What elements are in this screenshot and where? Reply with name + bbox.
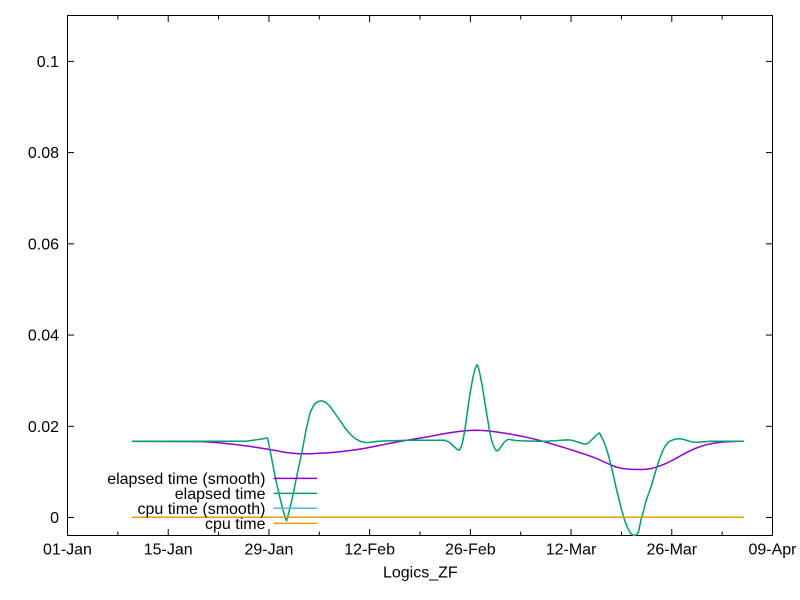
svg-text:0.04: 0.04	[28, 328, 59, 345]
svg-text:26-Mar: 26-Mar	[646, 542, 697, 559]
svg-text:elapsed time (smooth): elapsed time (smooth)	[107, 471, 265, 488]
svg-text:0.08: 0.08	[28, 145, 59, 162]
svg-text:26-Feb: 26-Feb	[445, 542, 496, 559]
svg-text:09-Apr: 09-Apr	[748, 542, 797, 559]
svg-text:29-Jan: 29-Jan	[244, 542, 293, 559]
svg-text:01-Jan: 01-Jan	[43, 542, 92, 559]
svg-text:0.02: 0.02	[28, 419, 59, 436]
svg-text:cpu time: cpu time	[205, 516, 266, 533]
svg-text:0: 0	[50, 510, 59, 527]
svg-text:cpu time (smooth): cpu time (smooth)	[137, 501, 265, 518]
svg-text:12-Feb: 12-Feb	[344, 542, 395, 559]
svg-text:15-Jan: 15-Jan	[144, 542, 193, 559]
svg-text:0.1: 0.1	[37, 54, 59, 71]
svg-text:Logics_ZF: Logics_ZF	[383, 565, 458, 582]
svg-text:elapsed time: elapsed time	[175, 486, 266, 503]
svg-text:0.06: 0.06	[28, 236, 59, 253]
svg-text:12-Mar: 12-Mar	[546, 542, 597, 559]
